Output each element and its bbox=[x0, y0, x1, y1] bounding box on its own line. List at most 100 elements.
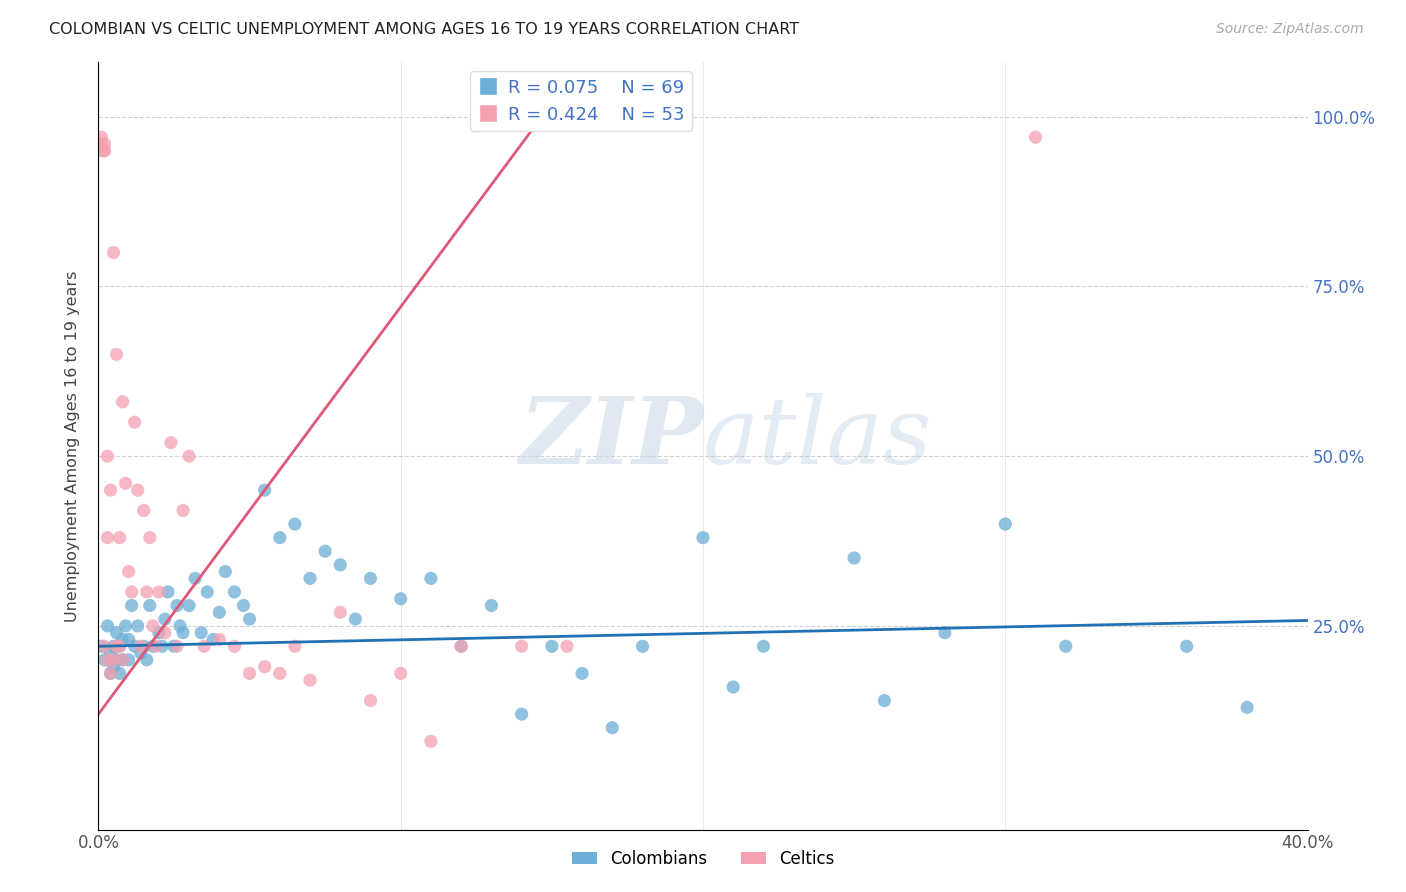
Point bbox=[329, 558, 352, 572]
Point bbox=[994, 517, 1017, 532]
Point bbox=[450, 640, 472, 654]
Point bbox=[96, 531, 118, 545]
Y-axis label: Unemployment Among Ages 16 to 19 years: Unemployment Among Ages 16 to 19 years bbox=[65, 270, 80, 622]
Point bbox=[142, 619, 165, 633]
Point bbox=[90, 130, 112, 145]
Point bbox=[121, 585, 143, 599]
Point bbox=[179, 599, 201, 613]
Point bbox=[90, 640, 112, 654]
Text: COLOMBIAN VS CELTIC UNEMPLOYMENT AMONG AGES 16 TO 19 YEARS CORRELATION CHART: COLOMBIAN VS CELTIC UNEMPLOYMENT AMONG A… bbox=[49, 22, 800, 37]
Point bbox=[118, 565, 141, 579]
Point bbox=[150, 640, 173, 654]
Point bbox=[481, 599, 503, 613]
Point bbox=[873, 693, 896, 707]
Text: atlas: atlas bbox=[703, 393, 932, 483]
Point bbox=[129, 640, 152, 654]
Point bbox=[329, 605, 352, 619]
Point bbox=[127, 619, 149, 633]
Point bbox=[103, 640, 125, 654]
Point bbox=[420, 734, 443, 748]
Point bbox=[105, 640, 128, 654]
Point bbox=[184, 571, 207, 585]
Point bbox=[253, 483, 276, 497]
Point bbox=[96, 619, 118, 633]
Point bbox=[111, 653, 134, 667]
Point bbox=[540, 640, 562, 654]
Point bbox=[844, 551, 866, 566]
Point bbox=[510, 707, 533, 722]
Point bbox=[148, 585, 170, 599]
Point bbox=[360, 693, 382, 707]
Point bbox=[420, 571, 443, 585]
Point bbox=[224, 585, 246, 599]
Point bbox=[602, 721, 624, 735]
Point bbox=[90, 144, 112, 158]
Point bbox=[284, 640, 307, 654]
Point bbox=[631, 640, 654, 654]
Point bbox=[239, 666, 262, 681]
Point bbox=[153, 625, 176, 640]
Point bbox=[103, 659, 125, 673]
Point bbox=[208, 632, 231, 647]
Point bbox=[166, 599, 188, 613]
Point bbox=[108, 666, 131, 681]
Point bbox=[129, 646, 152, 660]
Point bbox=[934, 625, 956, 640]
Point bbox=[195, 585, 218, 599]
Point bbox=[105, 347, 128, 361]
Point bbox=[389, 666, 412, 681]
Point bbox=[224, 640, 246, 654]
Point bbox=[108, 640, 131, 654]
Point bbox=[253, 659, 276, 673]
Point bbox=[139, 599, 162, 613]
Point bbox=[571, 666, 593, 681]
Point bbox=[90, 136, 112, 151]
Point bbox=[118, 632, 141, 647]
Point bbox=[179, 449, 201, 463]
Point bbox=[135, 653, 157, 667]
Text: ZIP: ZIP bbox=[519, 393, 703, 483]
Point bbox=[100, 483, 122, 497]
Point bbox=[299, 673, 322, 688]
Point bbox=[389, 591, 412, 606]
Point bbox=[172, 625, 194, 640]
Point bbox=[96, 449, 118, 463]
Point bbox=[121, 599, 143, 613]
Point bbox=[172, 503, 194, 517]
Point bbox=[108, 640, 131, 654]
Point bbox=[193, 640, 215, 654]
Point bbox=[148, 625, 170, 640]
Point bbox=[100, 646, 122, 660]
Point bbox=[190, 625, 212, 640]
Legend: R = 0.075    N = 69, R = 0.424    N = 53: R = 0.075 N = 69, R = 0.424 N = 53 bbox=[470, 71, 692, 131]
Point bbox=[510, 640, 533, 654]
Point bbox=[96, 653, 118, 667]
Point bbox=[723, 680, 745, 694]
Legend: Colombians, Celtics: Colombians, Celtics bbox=[565, 844, 841, 875]
Point bbox=[163, 640, 186, 654]
Point bbox=[1236, 700, 1258, 714]
Point bbox=[160, 435, 183, 450]
Point bbox=[156, 585, 179, 599]
Point bbox=[269, 531, 291, 545]
Point bbox=[269, 666, 291, 681]
Point bbox=[1024, 130, 1046, 145]
Point bbox=[360, 571, 382, 585]
Point bbox=[124, 415, 146, 429]
Point bbox=[132, 640, 155, 654]
Point bbox=[93, 136, 115, 151]
Point bbox=[93, 144, 115, 158]
Point bbox=[100, 666, 122, 681]
Point bbox=[145, 640, 167, 654]
Point bbox=[299, 571, 322, 585]
Text: Source: ZipAtlas.com: Source: ZipAtlas.com bbox=[1216, 22, 1364, 37]
Point bbox=[214, 565, 236, 579]
Point bbox=[118, 653, 141, 667]
Point bbox=[111, 653, 134, 667]
Point bbox=[103, 245, 125, 260]
Point bbox=[114, 476, 136, 491]
Point bbox=[93, 640, 115, 654]
Point bbox=[111, 395, 134, 409]
Point bbox=[169, 619, 191, 633]
Point bbox=[344, 612, 367, 626]
